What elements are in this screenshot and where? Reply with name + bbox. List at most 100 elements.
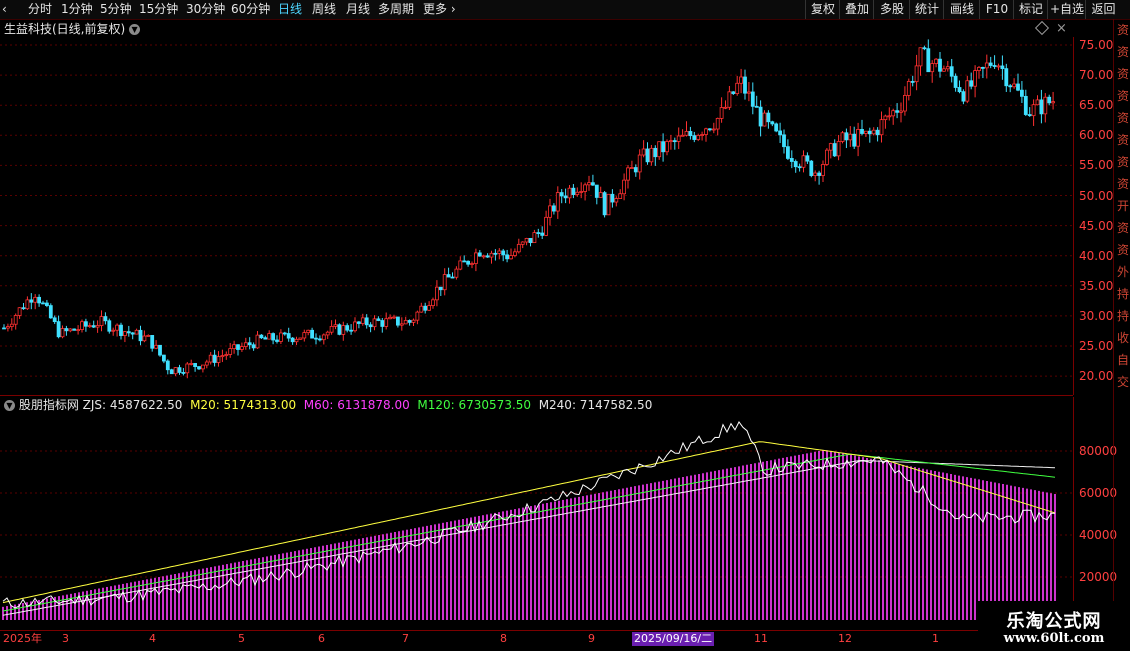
multi-stock-button[interactable]: 多股 bbox=[873, 0, 910, 19]
candle-body bbox=[977, 66, 981, 72]
price-tick-label: 20.00 bbox=[1079, 369, 1114, 384]
candle-body bbox=[708, 128, 712, 131]
candle-body bbox=[809, 160, 814, 176]
month-label: 11 bbox=[754, 632, 768, 645]
indicator-name[interactable]: 股朋指标网 bbox=[18, 398, 79, 412]
month-label: 12 bbox=[838, 632, 852, 645]
grid-lines bbox=[0, 44, 1073, 578]
candle-body bbox=[493, 252, 498, 255]
candle-body bbox=[786, 146, 790, 159]
candle-body bbox=[926, 48, 931, 73]
indicator-panel bbox=[2, 421, 1056, 620]
dropdown-icon[interactable]: ▼ bbox=[129, 24, 141, 35]
draw-line-button[interactable]: 画线 bbox=[943, 0, 980, 19]
watermark-logo: 乐淘公式网 www.60lt.com bbox=[978, 601, 1130, 650]
kline-chart[interactable] bbox=[0, 0, 1073, 650]
candle-body bbox=[848, 133, 853, 141]
candle-body bbox=[669, 140, 673, 143]
candle-body bbox=[434, 286, 439, 301]
candle-body bbox=[356, 321, 361, 324]
candle-body bbox=[973, 70, 977, 87]
candle-body bbox=[271, 333, 276, 341]
candle-body bbox=[614, 198, 619, 203]
candle-body bbox=[325, 331, 330, 336]
tab-60min[interactable]: 60分钟 bbox=[231, 2, 271, 16]
back-arrow-icon[interactable]: ‹ bbox=[2, 2, 7, 16]
tab-30min[interactable]: 30分钟 bbox=[186, 2, 226, 16]
month-label: 3 bbox=[62, 632, 69, 645]
candle-body bbox=[290, 337, 295, 343]
tab-multi-period[interactable]: 多周期 bbox=[378, 2, 415, 16]
candle-body bbox=[399, 323, 404, 326]
candle-body bbox=[747, 91, 751, 94]
tab-5min[interactable]: 5分钟 bbox=[100, 2, 132, 16]
candle-body bbox=[1039, 99, 1044, 115]
chevron-right-icon: › bbox=[450, 2, 456, 16]
candle-body bbox=[197, 366, 201, 370]
candle-body bbox=[610, 193, 615, 203]
candle-body bbox=[224, 354, 229, 356]
candle-body bbox=[1008, 85, 1013, 88]
candle-body bbox=[321, 334, 326, 341]
tab-monthly[interactable]: 月线 bbox=[346, 2, 371, 16]
candle-body bbox=[286, 333, 291, 339]
tab-more[interactable]: 更多 › bbox=[423, 2, 456, 16]
m120-line bbox=[2, 453, 1056, 612]
f10-button[interactable]: F10 bbox=[979, 0, 1014, 19]
candle-body bbox=[1004, 68, 1009, 87]
candle-body bbox=[680, 134, 685, 137]
candle-body bbox=[204, 361, 209, 366]
candle-body bbox=[165, 360, 170, 371]
indicator-dropdown-icon[interactable]: ▼ bbox=[4, 400, 15, 411]
candle-body bbox=[906, 81, 911, 96]
tab-timeshare[interactable]: 分时 bbox=[28, 2, 53, 16]
candle-body bbox=[544, 216, 548, 236]
side-panel-char: 收 bbox=[1117, 331, 1130, 345]
indicator-tick-label: 20000 bbox=[1079, 570, 1118, 584]
year-label: 2025年 bbox=[3, 632, 42, 645]
candle-body bbox=[29, 299, 34, 303]
candle-body bbox=[766, 112, 771, 123]
candle-body bbox=[368, 324, 373, 328]
candle-body bbox=[119, 324, 123, 336]
candle-body bbox=[953, 75, 958, 88]
overlay-button[interactable]: 叠加 bbox=[839, 0, 874, 19]
candle-body bbox=[473, 252, 478, 264]
candle-body bbox=[372, 318, 377, 328]
candle-body bbox=[111, 329, 116, 332]
candle-body bbox=[563, 195, 568, 199]
close-icon[interactable]: × bbox=[1056, 21, 1067, 36]
candle-body bbox=[228, 348, 233, 355]
candle-body bbox=[134, 329, 139, 335]
mark-button[interactable]: 标记 bbox=[1013, 0, 1048, 19]
candle-body bbox=[17, 307, 22, 316]
candle-body bbox=[825, 149, 829, 165]
candle-body bbox=[750, 91, 755, 107]
candle-body bbox=[957, 87, 962, 93]
candle-body bbox=[754, 105, 759, 108]
candle-body bbox=[856, 129, 860, 147]
return-button[interactable]: 返回 bbox=[1085, 0, 1121, 19]
candle-body bbox=[169, 369, 174, 375]
adjust-button[interactable]: 复权 bbox=[805, 0, 840, 19]
tab-daily[interactable]: 日线 bbox=[278, 2, 303, 16]
candle-body bbox=[431, 299, 435, 306]
candle-body bbox=[548, 205, 552, 218]
candle-body bbox=[1035, 99, 1040, 106]
date-axis: 2025年 3 4 5 6 7 8 9 2025/09/16/二 11 12 1 bbox=[0, 630, 1073, 651]
candle-body bbox=[60, 328, 65, 338]
tab-15min[interactable]: 15分钟 bbox=[139, 2, 179, 16]
statistics-button[interactable]: 统计 bbox=[909, 0, 944, 19]
candle-body bbox=[996, 65, 1001, 68]
candle-body bbox=[427, 305, 432, 311]
add-watchlist-button[interactable]: +自选 bbox=[1047, 0, 1086, 19]
candle-body bbox=[672, 140, 677, 143]
candle-body bbox=[189, 363, 194, 365]
price-tick-label: 65.00 bbox=[1079, 98, 1114, 113]
tab-weekly[interactable]: 周线 bbox=[312, 2, 337, 16]
candle-body bbox=[37, 296, 41, 304]
candle-body bbox=[395, 316, 400, 326]
candle-body bbox=[626, 167, 630, 181]
tab-1min[interactable]: 1分钟 bbox=[61, 2, 93, 16]
candle-body bbox=[555, 192, 560, 212]
